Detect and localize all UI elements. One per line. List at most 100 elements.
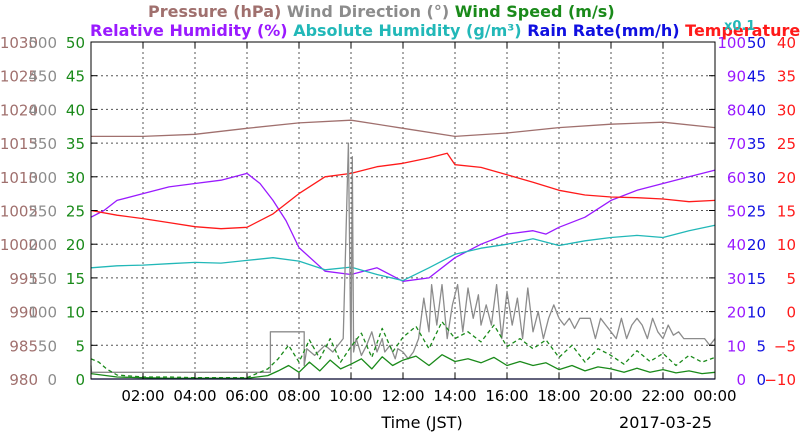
y-tick-label-temperature: −10 [764, 371, 796, 389]
series-temperature [90, 152, 716, 230]
x-tick-label: 16:00 [485, 387, 528, 405]
y-tick-label-pressure: 1020 [0, 101, 38, 119]
y-tick-label-pressure: 1010 [0, 169, 38, 187]
x-tick-label: 22:00 [641, 387, 684, 405]
y-tick-label-rain: 20 [747, 236, 766, 254]
data-series [90, 119, 716, 380]
y-tick-label-rain: 50 [747, 34, 766, 52]
y-tick-label-rain: 15 [747, 270, 766, 288]
y-tick-label-temperature: 30 [777, 101, 796, 119]
y-tick-label-pressure: 985 [9, 337, 38, 355]
y-tick-label-wind-direction: 500 [28, 34, 57, 52]
y-tick-label-pressure: 1015 [0, 135, 38, 153]
y-tick-label-rain: 5 [756, 337, 766, 355]
y-tick-label-humidity: 20 [727, 304, 746, 322]
y-tick-label-wind-direction: 300 [28, 169, 57, 187]
y-tick-label-wind-speed: 40 [66, 101, 85, 119]
y-tick-label-wind-speed: 15 [66, 270, 85, 288]
x-axis-title: Time (JST) [380, 413, 462, 432]
y-tick-label-humidity: 10 [727, 337, 746, 355]
x-tick-label: 10:00 [329, 387, 372, 405]
y-tick-label-rain: 35 [747, 135, 766, 153]
y-tick-label-pressure: 1025 [0, 68, 38, 86]
y-tick-label-temperature: 35 [777, 68, 796, 86]
y-tick-label-pressure: 1030 [0, 34, 38, 52]
y-tick-label-temperature: 20 [777, 169, 796, 187]
x-tick-label: 06:00 [225, 387, 268, 405]
y-tick-label-humidity: 30 [727, 270, 746, 288]
date-label: 2017-03-25 [619, 413, 712, 432]
legend-row-1: Pressure (hPa) Wind Direction (°) Wind S… [148, 2, 615, 21]
series-pressure [91, 119, 716, 138]
y-tick-label-humidity: 0 [736, 371, 746, 389]
y-tick-label-humidity: 80 [727, 101, 746, 119]
series-wind-speed [90, 354, 716, 379]
y-tick-label-rain: 0 [756, 371, 766, 389]
x-tick-label: 14:00 [433, 387, 476, 405]
x-tick-label: 08:00 [277, 387, 320, 405]
plot-frame [90, 41, 716, 380]
y-tick-label-wind-direction: 150 [28, 270, 57, 288]
y-tick-label-humidity: 100 [717, 34, 746, 52]
y-tick-label-temperature: −5 [774, 337, 796, 355]
x-tick-label: 18:00 [537, 387, 580, 405]
y-tick-label-wind-speed: 0 [75, 371, 85, 389]
legend-entry-wind-speed: Wind Speed (m/s) [449, 2, 614, 21]
y-tick-label-rain: 40 [747, 101, 766, 119]
y-tick-label-wind-direction: 100 [28, 304, 57, 322]
y-tick-label-wind-speed: 50 [66, 34, 85, 52]
legend-entry-temperature: Temperature (°C) [680, 21, 800, 40]
y-tick-label-wind-speed: 25 [66, 203, 85, 221]
y-tick-label-wind-direction: 50 [38, 337, 57, 355]
y-tick-label-wind-direction: 0 [47, 371, 57, 389]
legend-entry-rain: Rain Rate(mm/h) [522, 21, 680, 40]
y-tick-label-humidity: 50 [727, 203, 746, 221]
y-tick-label-pressure: 1005 [0, 203, 38, 221]
legend-entry-pressure: Pressure (hPa) [148, 2, 281, 21]
x-tick-label: 00:00 [693, 387, 736, 405]
y-tick-label-temperature: 10 [777, 236, 796, 254]
grid-lines [91, 42, 715, 379]
x-tick-label: 02:00 [121, 387, 164, 405]
y-tick-label-wind-speed: 20 [66, 236, 85, 254]
y-tick-label-rain: 30 [747, 169, 766, 187]
y-tick-label-humidity: 60 [727, 169, 746, 187]
y-tick-label-wind-direction: 350 [28, 135, 57, 153]
x-tick-label: 12:00 [381, 387, 424, 405]
abs-humidity-scale-note: x0.1 [724, 19, 755, 34]
y-tick-label-pressure: 990 [9, 304, 38, 322]
y-tick-label-wind-speed: 30 [66, 169, 85, 187]
y-tick-label-wind-direction: 400 [28, 101, 57, 119]
series-wind-speed-dashed [90, 321, 716, 379]
y-tick-label-wind-speed: 45 [66, 68, 85, 86]
y-tick-label-wind-speed: 35 [66, 135, 85, 153]
legend-row-2: Relative Humidity (%) Absolute Humidity … [90, 21, 800, 40]
series-wind-direction [90, 142, 716, 373]
y-tick-label-rain: 25 [747, 203, 766, 221]
legend-entry-wind-direction: Wind Direction (°) [281, 2, 449, 21]
y-tick-label-rain: 45 [747, 68, 766, 86]
y-tick-label-pressure: 995 [9, 270, 38, 288]
y-tick-label-temperature: 15 [777, 203, 796, 221]
y-tick-label-wind-speed: 5 [75, 337, 85, 355]
y-tick-label-wind-direction: 200 [28, 236, 57, 254]
y-tick-label-wind-direction: 250 [28, 203, 57, 221]
x-tick-label: 04:00 [173, 387, 216, 405]
y-tick-label-temperature: 40 [777, 34, 796, 52]
y-tick-label-temperature: 5 [786, 270, 796, 288]
y-tick-label-wind-direction: 450 [28, 68, 57, 86]
legend-entry-abs-humidity: Absolute Humidity (g/m³) [288, 21, 522, 40]
y-tick-label-humidity: 70 [727, 135, 746, 153]
y-tick-label-pressure: 980 [9, 371, 38, 389]
y-tick-label-humidity: 90 [727, 68, 746, 86]
y-tick-label-wind-speed: 10 [66, 304, 85, 322]
y-tick-label-temperature: 0 [786, 304, 796, 322]
series-abs-humidity [90, 224, 716, 282]
y-tick-label-pressure: 1000 [0, 236, 38, 254]
y-tick-label-rain: 10 [747, 304, 766, 322]
x-tick-label: 20:00 [589, 387, 632, 405]
axis-labels: 9809859909951000100510101015102010251030… [0, 34, 796, 405]
legend-entry-humidity: Relative Humidity (%) [90, 21, 288, 40]
